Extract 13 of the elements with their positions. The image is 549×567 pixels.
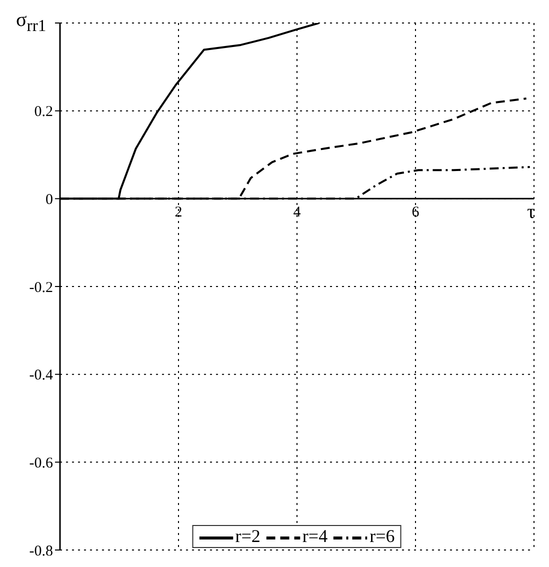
legend-label: r=2 — [235, 526, 260, 547]
x-tick-label: 6 — [412, 204, 420, 221]
y-tick-label: -0.6 — [29, 455, 54, 472]
y-tick-label: 0.2 — [34, 104, 53, 120]
x-axis-title: τ — [527, 200, 536, 224]
y-tick-label: -0.8 — [29, 543, 53, 560]
y-tick-label: -0.4 — [29, 368, 54, 384]
y-axis-title: σ$_{rr1}$ — [16, 9, 46, 36]
legend-label: r=6 — [370, 526, 395, 547]
legend-label: r=4 — [302, 526, 328, 547]
y-tick-label: -0.2 — [29, 280, 53, 296]
x-tick-label: 4 — [293, 204, 302, 221]
y-tick-label: 0 — [46, 192, 53, 208]
